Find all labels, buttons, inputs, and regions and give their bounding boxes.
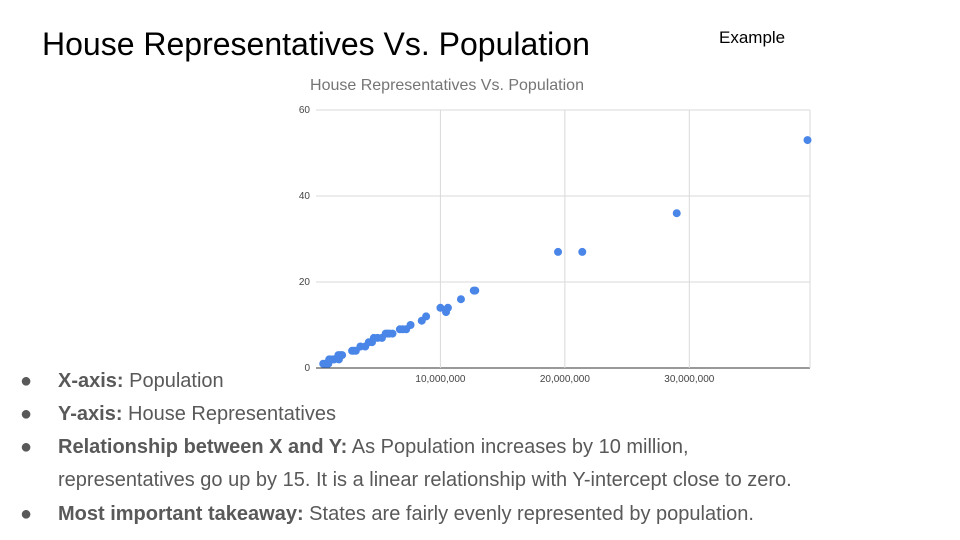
bullet-text-continued: representatives go up by 15. It is a lin… [58, 469, 792, 491]
data-point [443, 303, 452, 312]
data-point [471, 286, 480, 295]
chart-grid [316, 109, 811, 369]
bullet-text: States are fairly evenly represented by … [309, 503, 754, 525]
bullet-text: House Representatives [128, 403, 336, 425]
x-tick-label: 20,000,000 [540, 374, 590, 385]
x-tick-label: 10,000,000 [415, 374, 465, 385]
y-tick-label: 20 [299, 277, 311, 288]
data-point [422, 312, 431, 321]
data-point [803, 136, 812, 145]
bullet-label: Y-axis: [58, 403, 123, 425]
data-point [436, 303, 445, 312]
data-point [456, 295, 465, 304]
data-point [672, 209, 681, 218]
chart-title: House Representatives Vs. Population [310, 77, 584, 94]
data-point [406, 321, 415, 329]
bullet-label: Most important takeaway: [58, 503, 304, 525]
bullet-label: X-axis: [58, 370, 124, 392]
bullet-dot: ● [20, 403, 33, 425]
bullet-text: Population [129, 370, 224, 392]
chart-points [319, 136, 812, 368]
data-point [338, 351, 347, 360]
bullet-dot: ● [20, 503, 33, 525]
bullet-text: As Population increases by 10 million, [351, 436, 689, 458]
y-tick-label: 60 [299, 105, 311, 116]
bullet-dot: ● [20, 436, 33, 458]
example-label: Example [719, 28, 786, 47]
data-point [554, 247, 563, 256]
data-point [388, 329, 397, 338]
y-tick-label: 0 [304, 363, 310, 374]
x-tick-label: 30,000,000 [664, 374, 714, 385]
slide-title: House Representatives Vs. Population [42, 26, 590, 62]
bullet-dot: ● [20, 370, 33, 392]
y-tick-label: 40 [299, 191, 311, 202]
data-point [578, 247, 587, 256]
bullet-label: Relationship between X and Y: [58, 436, 348, 458]
chart-axes: 0 20 40 60 10,000,000 20,000,000 30,000,000 [299, 105, 715, 385]
